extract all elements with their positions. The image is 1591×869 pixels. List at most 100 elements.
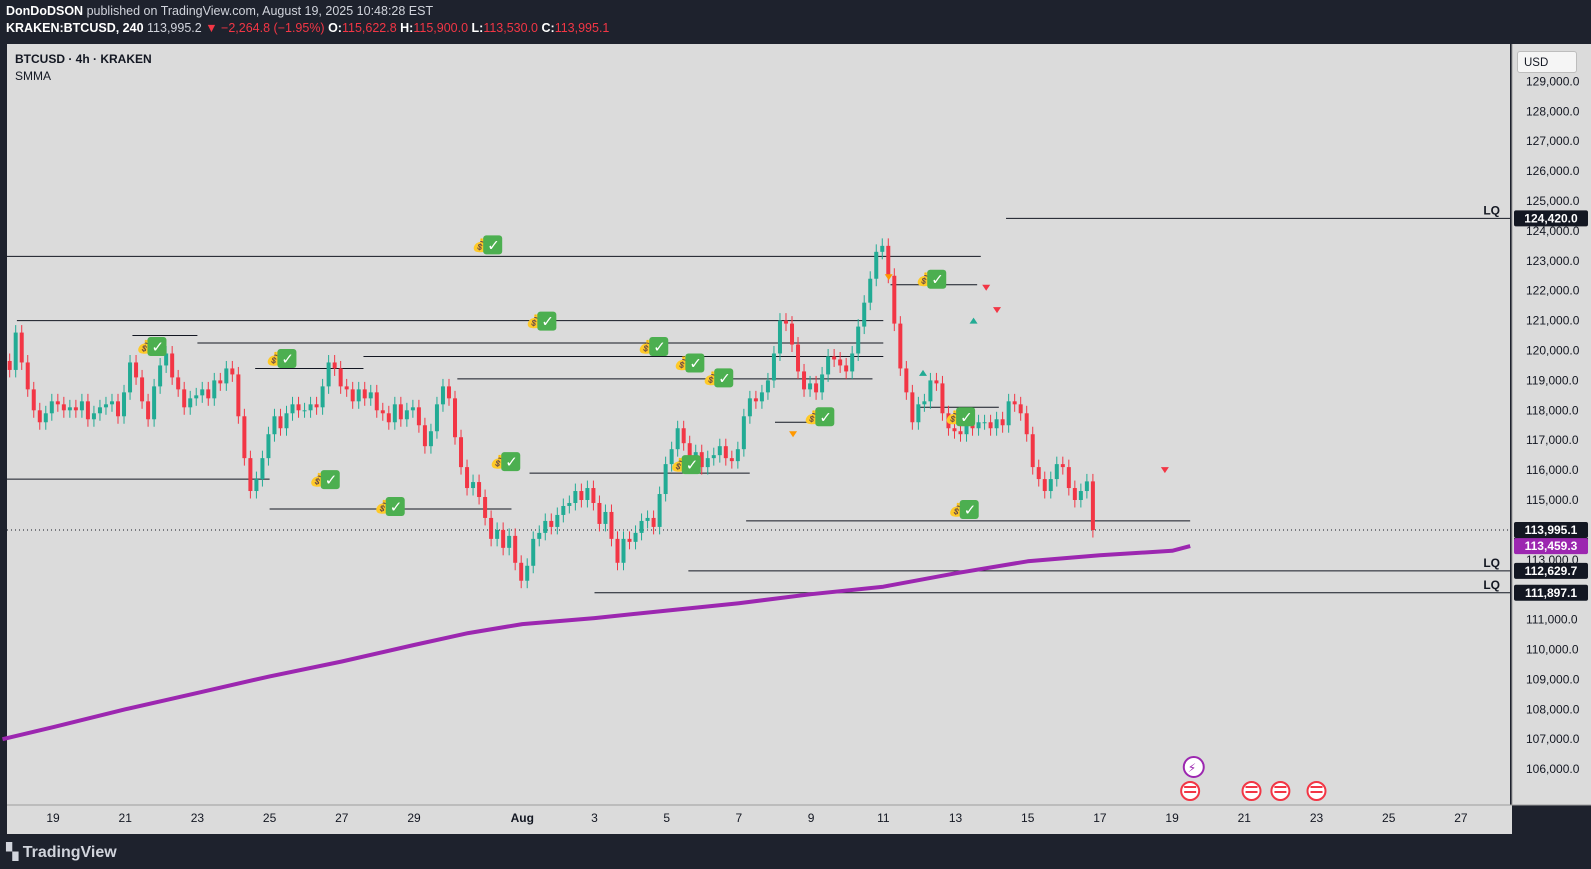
candle-body[interactable] [1078, 491, 1083, 500]
candle-body[interactable] [717, 446, 722, 456]
candle-body[interactable] [537, 532, 542, 539]
candle-body[interactable] [856, 326, 861, 354]
candle-body[interactable] [386, 413, 391, 423]
plot-area[interactable] [7, 44, 1510, 805]
chart-legend-indicator[interactable]: SMMA [15, 69, 51, 83]
candle-body[interactable] [158, 365, 163, 387]
candle-body[interactable] [128, 362, 133, 393]
candle-body[interactable] [194, 395, 199, 399]
candle-body[interactable] [410, 407, 415, 411]
currency-button[interactable]: USD [1517, 51, 1577, 73]
candle-body[interactable] [669, 449, 674, 465]
candle-body[interactable] [489, 517, 494, 539]
candle-body[interactable] [886, 245, 891, 276]
candle-body[interactable] [55, 401, 60, 405]
candle-body[interactable] [134, 362, 139, 378]
candle-body[interactable] [146, 401, 151, 420]
candle-body[interactable] [471, 482, 476, 489]
smma-line[interactable] [2, 544, 1191, 742]
candle-body[interactable] [579, 491, 584, 500]
candle-body[interactable] [687, 443, 692, 462]
candle-body[interactable] [362, 389, 367, 399]
candle-body[interactable] [705, 458, 710, 468]
candle-body[interactable] [428, 431, 433, 447]
candle-body[interactable] [483, 497, 488, 518]
candle-body[interactable] [49, 401, 54, 414]
candle-body[interactable] [868, 278, 873, 303]
candle-body[interactable] [422, 425, 427, 447]
candle-body[interactable] [91, 413, 96, 420]
candle-body[interactable] [507, 535, 512, 548]
candle-body[interactable] [657, 494, 662, 527]
chart-legend-symbol[interactable]: BTCUSD · 4h · KRAKEN [15, 52, 152, 66]
candle-body[interactable] [272, 416, 277, 435]
candle-body[interactable] [350, 389, 355, 402]
candle-body[interactable] [838, 359, 843, 366]
candle-body[interactable] [723, 446, 728, 459]
candle-body[interactable] [1054, 464, 1059, 480]
candle-body[interactable] [561, 505, 566, 515]
candle-body[interactable] [356, 389, 361, 402]
candle-body[interactable] [976, 422, 981, 429]
candle-body[interactable] [1060, 464, 1065, 468]
time-axis[interactable] [7, 805, 1512, 834]
candle-body[interactable] [67, 407, 72, 411]
candle-body[interactable] [916, 404, 921, 423]
price-axis[interactable] [1512, 44, 1591, 805]
candle-body[interactable] [675, 428, 680, 450]
candle-body[interactable] [952, 428, 957, 432]
candle-body[interactable] [735, 449, 740, 462]
candle-body[interactable] [314, 404, 319, 408]
candle-body[interactable] [140, 377, 145, 402]
candle-body[interactable] [741, 416, 746, 450]
candle-body[interactable] [326, 362, 331, 387]
candle-body[interactable] [531, 538, 536, 566]
candle-body[interactable] [591, 488, 596, 503]
candle-body[interactable] [880, 245, 885, 252]
candle-body[interactable] [814, 383, 819, 393]
candle-body[interactable] [934, 380, 939, 384]
candle-body[interactable] [212, 380, 217, 399]
candle-body[interactable] [898, 323, 903, 369]
candle-body[interactable] [874, 251, 879, 279]
candle-body[interactable] [585, 488, 590, 500]
candle-body[interactable] [7, 360, 12, 370]
candle-body[interactable] [97, 407, 102, 414]
candle-body[interactable] [729, 458, 734, 462]
candle-body[interactable] [332, 362, 337, 369]
candle-body[interactable] [982, 422, 987, 424]
candle-body[interactable] [85, 401, 90, 420]
candle-body[interactable] [302, 410, 307, 412]
candle-body[interactable] [266, 434, 271, 459]
candle-body[interactable] [19, 332, 24, 363]
candle-body[interactable] [543, 520, 548, 533]
candle-body[interactable] [218, 380, 223, 384]
candle-body[interactable] [260, 458, 265, 480]
candle-body[interactable] [37, 410, 42, 423]
candle-body[interactable] [1036, 467, 1041, 480]
candle-body[interactable] [555, 514, 560, 527]
candle-body[interactable] [501, 529, 506, 548]
candle-body[interactable] [380, 410, 385, 414]
candle-body[interactable] [13, 332, 18, 370]
candle-body[interactable] [495, 529, 500, 539]
candle-body[interactable] [344, 386, 349, 390]
candle-body[interactable] [188, 398, 193, 408]
candle-body[interactable] [862, 302, 867, 327]
candle-body[interactable] [296, 404, 301, 411]
candle-body[interactable] [43, 413, 48, 423]
candle-body[interactable] [446, 386, 451, 399]
candle-body[interactable] [374, 392, 379, 411]
author-name[interactable]: DonDoDSON [6, 4, 84, 18]
candle-body[interactable] [850, 353, 855, 372]
candle-body[interactable] [254, 479, 259, 492]
candle-body[interactable] [398, 404, 403, 420]
candle-body[interactable] [519, 562, 524, 581]
candle-body[interactable] [513, 535, 518, 563]
candle-body[interactable] [820, 374, 825, 393]
candle-body[interactable] [1048, 479, 1053, 492]
candle-body[interactable] [459, 437, 464, 468]
candle-body[interactable] [1012, 401, 1017, 405]
candle-body[interactable] [549, 520, 554, 527]
